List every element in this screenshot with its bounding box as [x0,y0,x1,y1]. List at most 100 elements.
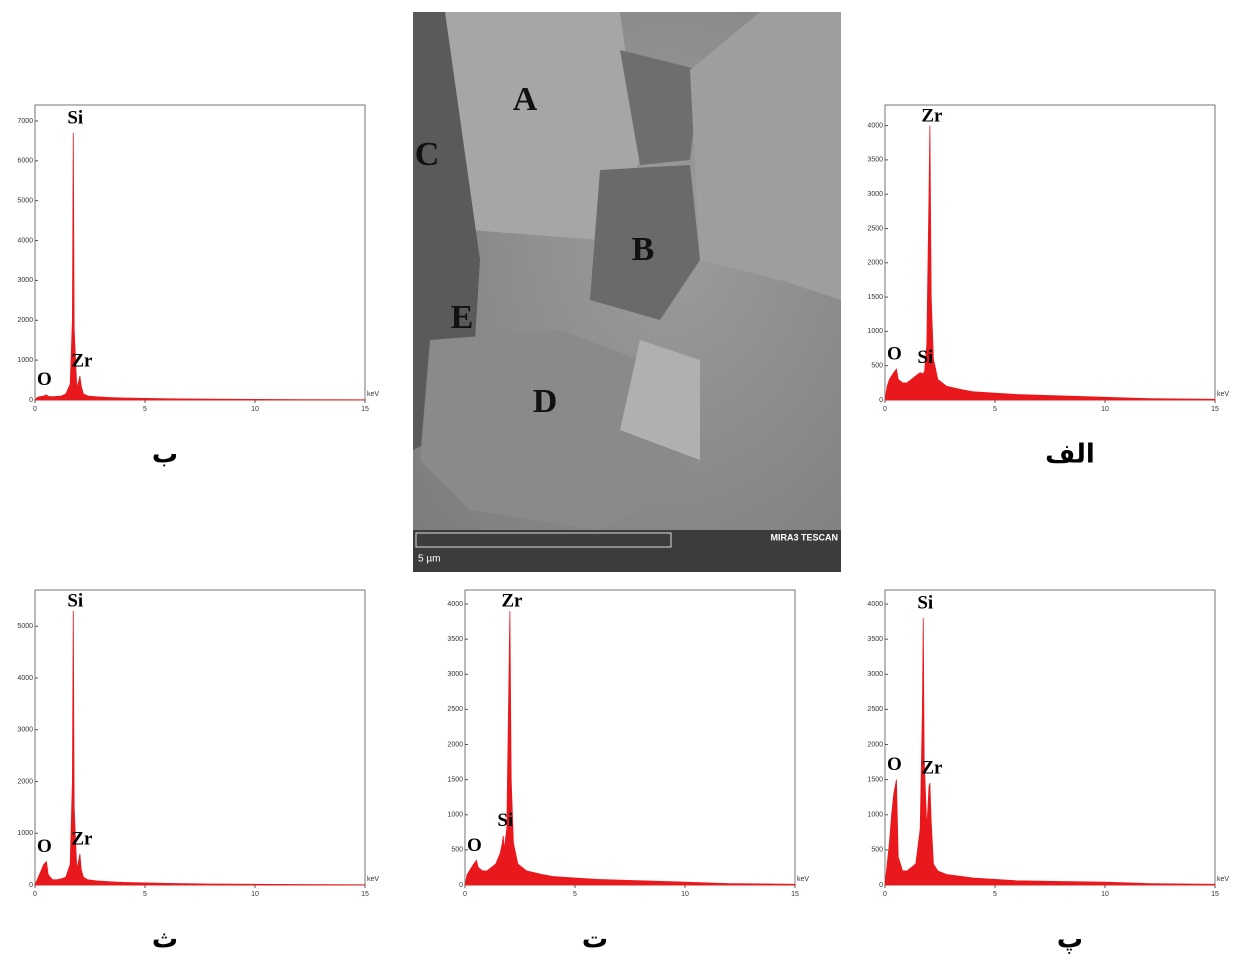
sem-image: 5 µm MIRA3 TESCAN A B C D E [413,12,841,572]
y-tick-label: 3000 [17,277,33,284]
x-axis-label: keV [1217,391,1229,398]
rough-region [420,330,690,530]
caption: الف [1045,440,1095,470]
y-tick-label: 1000 [867,812,883,819]
peak-label: Zr [921,758,943,779]
x-tick-label: 5 [143,406,147,413]
x-tick-label: 15 [361,406,369,413]
plot-frame [884,589,1216,886]
region-label: E [451,299,474,336]
peak-label: O [887,754,902,775]
y-tick-label: 4000 [17,237,33,244]
region-label: A [513,81,538,118]
y-tick-label: 3500 [867,157,883,164]
x-tick-label: 15 [791,891,799,898]
spectrum [464,611,796,886]
y-tick-label: 1000 [447,812,463,819]
caption: ث [152,925,178,955]
y-tick-label: 2000 [447,741,463,748]
y-tick-label: 0 [29,397,33,404]
x-axis-label: keV [367,876,379,883]
grain [445,12,640,240]
y-tick-label: 7000 [17,118,33,125]
eds-chart: 0 1000 2000 3000 4000 5000 6000 7000 0 5 10 15 keV O S… [17,104,379,470]
x-tick-label: 0 [463,891,467,898]
y-tick-label: 4000 [17,675,33,682]
peak-label: Zr [921,105,943,126]
y-tick-label: 3000 [17,727,33,734]
spectrum [884,618,1216,886]
y-tick-label: 500 [871,847,883,854]
x-tick-label: 5 [143,891,147,898]
y-tick-label: 2000 [867,741,883,748]
spectrum [34,132,366,401]
peak-label: O [467,835,482,856]
x-tick-label: 5 [993,406,997,413]
y-tick-label: 1500 [867,776,883,783]
peak-label: Si [67,107,83,128]
y-tick-label: 0 [459,882,463,889]
peak-label: Zr [71,828,93,849]
y-tick-label: 2500 [867,225,883,232]
eds-chart: 0 500 1000 1500 2000 2500 3000 3500 4000 0 5 10 15 ke… [447,589,809,955]
region-label: B [632,231,655,268]
x-tick-label: 5 [993,891,997,898]
grain [620,340,700,460]
y-tick-label: 3500 [447,636,463,643]
y-tick-label: 3000 [867,191,883,198]
plot-frame [884,104,1216,401]
plot-frame [464,589,796,886]
scale-bar [415,532,672,548]
x-tick-label: 10 [681,891,689,898]
spectrum [34,610,366,886]
y-tick-label: 5000 [17,623,33,630]
y-tick-label: 0 [879,882,883,889]
x-tick-label: 10 [1101,891,1109,898]
x-tick-label: 15 [1211,406,1219,413]
instrument-label: MIRA3 TESCAN [770,532,838,542]
peak-label: O [37,369,52,390]
y-tick-label: 4000 [447,601,463,608]
peak-label: O [37,836,52,857]
y-tick-label: 5000 [17,198,33,205]
x-tick-label: 15 [361,891,369,898]
peak-label: O [887,343,902,364]
region-label: C [415,136,440,173]
y-tick-label: 2000 [867,260,883,267]
y-tick-label: 0 [29,882,33,889]
eds-chart: 0 1000 2000 3000 4000 5000 0 5 10 15 keV O Si Zr ث [17,589,379,955]
y-tick-label: 2500 [867,706,883,713]
grain [690,12,841,300]
x-axis-label: keV [797,876,809,883]
peak-label: Zr [501,590,523,611]
y-tick-label: 2500 [447,706,463,713]
y-tick-label: 1000 [17,830,33,837]
x-tick-label: 10 [251,891,259,898]
x-tick-label: 5 [573,891,577,898]
y-tick-label: 1000 [17,357,33,364]
x-tick-label: 0 [883,406,887,413]
info-bar [413,530,841,572]
y-tick-label: 500 [871,363,883,370]
peak-label: Si [67,590,83,611]
y-tick-label: 2000 [17,778,33,785]
eds-chart: 0 500 1000 1500 2000 2500 3000 3500 4000 0 5 10 15 ke… [867,104,1229,470]
caption: ب [152,440,178,470]
y-tick-label: 3000 [447,671,463,678]
y-tick-label: 2000 [17,317,33,324]
y-tick-label: 1500 [447,776,463,783]
y-tick-label: 6000 [17,158,33,165]
y-tick-label: 3000 [867,671,883,678]
x-tick-label: 0 [883,891,887,898]
x-tick-label: 10 [251,406,259,413]
x-axis-label: keV [1217,876,1229,883]
peak-label: Si [917,592,933,613]
peak-label: Si [497,810,513,831]
caption: پ [1057,925,1083,955]
scale-label: 5 µm [418,554,440,565]
region-label: D [533,383,558,420]
spectrum [884,125,1216,401]
x-tick-label: 10 [1101,406,1109,413]
x-tick-label: 15 [1211,891,1219,898]
